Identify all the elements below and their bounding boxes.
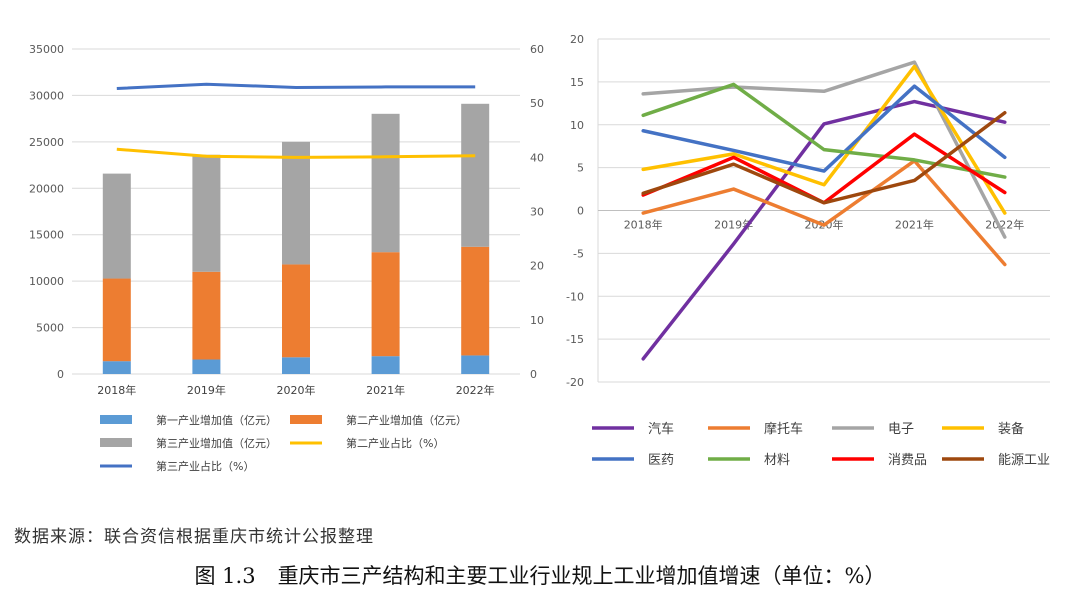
x-tick-label: 2020年 <box>277 383 316 397</box>
bar-segment <box>102 278 131 362</box>
legend-label: 医药 <box>648 453 674 468</box>
legend-label: 材料 <box>764 453 790 468</box>
figure-number: 图 1.3 <box>194 564 256 588</box>
y-left-tick-label: 15000 <box>29 229 64 242</box>
y-tick-label: 10 <box>570 119 584 132</box>
bar-segment <box>192 271 221 360</box>
bar-segment <box>102 173 131 279</box>
y-tick-label: -5 <box>573 247 584 260</box>
y-left-tick-label: 0 <box>57 368 64 381</box>
y-tick-label: -20 <box>566 376 584 389</box>
bar-segment <box>461 355 490 374</box>
y-right-tick-label: 0 <box>530 368 537 381</box>
series-line <box>116 147 476 159</box>
bar-segment <box>192 359 221 374</box>
bar-segment <box>192 154 221 272</box>
x-tick-label: 2018年 <box>624 218 663 232</box>
series-line <box>641 82 1007 179</box>
data-source-note: 数据来源：联合资信根据重庆市统计公报整理 <box>14 527 374 547</box>
bar-segment <box>102 361 131 374</box>
series-line <box>641 60 1007 239</box>
x-tick-label: 2022年 <box>985 218 1024 232</box>
legend-label: 第一产业增加值（亿元） <box>156 413 277 427</box>
legend-swatch <box>100 415 132 424</box>
industry-structure-chart: 0 5000 10000 15000 20000 25000 30000 35000 0 10 20… <box>29 43 544 473</box>
y-right-tick-label: 20 <box>530 260 544 273</box>
x-tick-label: 2021年 <box>895 218 934 232</box>
y-tick-label: 20 <box>570 33 584 46</box>
y-right-tick-label: 10 <box>530 314 544 327</box>
bar-segment <box>371 356 400 374</box>
figure-title: 重庆市三产结构和主要工业行业规上工业增加值增速（单位：%） <box>277 564 886 588</box>
y-right-tick-label: 40 <box>530 151 544 164</box>
y-left-tick-label: 35000 <box>29 43 64 56</box>
legend-label: 汽车 <box>648 421 674 437</box>
y-left-tick-label: 20000 <box>29 182 64 195</box>
y-tick-label: 5 <box>577 162 584 175</box>
series-line <box>641 159 1007 267</box>
legend-swatch <box>290 415 322 424</box>
bar-segment <box>461 103 490 247</box>
bar-segment <box>371 252 400 357</box>
series-line <box>641 110 1007 205</box>
y-right-tick-label: 60 <box>530 43 544 56</box>
legend-swatch <box>100 438 132 447</box>
y-left-tick-label: 5000 <box>36 322 64 335</box>
series-line <box>641 84 1007 173</box>
legend-label: 第二产业增加值（亿元） <box>346 413 467 427</box>
series-line <box>641 64 1007 215</box>
y-left-tick-label: 25000 <box>29 136 64 149</box>
bar-segment <box>282 141 310 265</box>
bar-segment <box>282 357 310 374</box>
y-right-tick-label: 50 <box>530 97 544 110</box>
x-tick-label: 2019年 <box>187 383 226 397</box>
series-line <box>116 82 476 91</box>
legend-label: 能源工业 <box>998 453 1050 468</box>
y-tick-label: -15 <box>566 333 584 346</box>
y-left-tick-label: 10000 <box>29 275 64 288</box>
bar-segment <box>461 246 490 356</box>
y-right-tick-label: 30 <box>530 206 544 219</box>
x-tick-label: 2018年 <box>97 383 136 397</box>
x-tick-label: 2021年 <box>366 383 405 397</box>
legend-label: 第二产业占比（%） <box>346 436 444 450</box>
legend-label: 消费品 <box>888 453 927 468</box>
y-tick-label: 15 <box>570 76 584 89</box>
bar-segment <box>282 264 310 358</box>
legend-label: 第三产业增加值（亿元） <box>156 436 277 450</box>
legend-label: 电子 <box>888 422 914 437</box>
y-tick-label: 0 <box>577 205 584 218</box>
legend-label: 第三产业占比（%） <box>156 459 254 473</box>
y-left-tick-label: 30000 <box>29 89 64 102</box>
legend-label: 装备 <box>998 421 1024 437</box>
bar-segment <box>371 113 400 253</box>
y-tick-label: -10 <box>566 290 584 303</box>
legend-label: 摩托车 <box>764 421 803 437</box>
x-tick-label: 2022年 <box>456 383 495 397</box>
figure-caption: 图 1.3 重庆市三产结构和主要工业行业规上工业增加值增速（单位：%） <box>0 560 1080 590</box>
x-tick-label: 2019年 <box>714 218 753 232</box>
